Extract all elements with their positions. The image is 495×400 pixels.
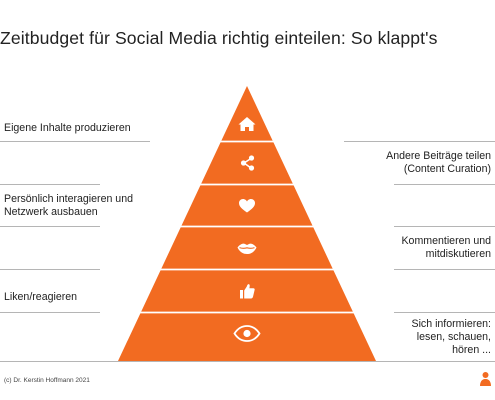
level-label-comment: Kommentieren und mitdiskutieren [401, 235, 491, 260]
lips-icon [237, 243, 257, 254]
home-icon [238, 117, 256, 131]
author-logo-icon [480, 372, 491, 386]
level-label-produce: Eigene Inhalte produzieren [4, 122, 131, 134]
pyramid-shape [118, 86, 376, 361]
level-label-like: Liken/reagieren [4, 291, 78, 303]
level-label-share: Andere Beiträge teilen (Content Curation… [386, 150, 491, 175]
share-icon [240, 155, 255, 171]
level-dividers [100, 140, 394, 314]
eye-icon [233, 325, 261, 342]
thumbs-up-icon [240, 284, 255, 299]
level-label-interact: Persönlich interagieren und Netzwerk aus… [4, 193, 133, 218]
copyright-credit: (c) Dr. Kerstin Hoffmann 2021 [4, 377, 90, 384]
level-label-inform: Sich informieren: lesen, schauen, hören … [411, 318, 491, 356]
heart-icon [239, 199, 255, 213]
diagram-title: Zeitbudget für Social Media richtig eint… [0, 28, 438, 48]
